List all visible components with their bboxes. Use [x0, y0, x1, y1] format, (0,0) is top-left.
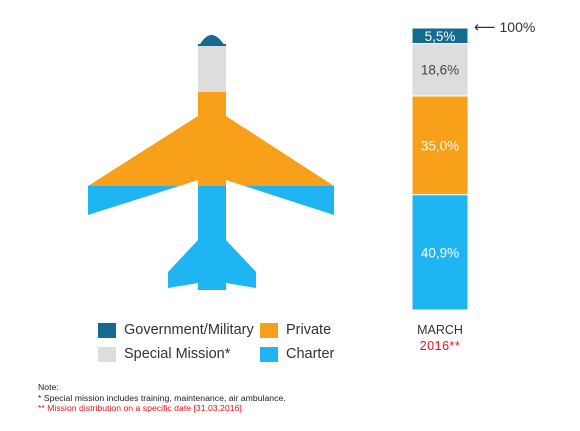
notes-line-date: ** Mission distribution on a specific da… [38, 403, 242, 413]
bar-segment-private [411, 95, 469, 196]
legend-label-special: Special Mission* [124, 346, 231, 362]
notes: Note: * Special mission includes trainin… [38, 382, 286, 414]
bar-label-private: 35,0% [421, 138, 459, 153]
legend-label-government: Government/Military [124, 322, 254, 338]
category-month: MARCH [417, 323, 463, 337]
legend-item-charter: Charter [260, 346, 334, 362]
bar-segment-government-military [411, 27, 469, 45]
notes-heading: Note: [38, 382, 59, 392]
bar-label-government-military: 5,5% [425, 29, 456, 44]
legend-swatch-charter [260, 346, 278, 362]
legend-label-charter: Charter [286, 346, 335, 362]
category-year: 2016** [419, 339, 461, 353]
left-arrow-icon: ⟵ [474, 19, 496, 36]
legend-swatch-special [98, 346, 116, 362]
legend-item-government: Government/Military [98, 322, 254, 338]
bar-segment-special-mission [411, 43, 469, 97]
legend-item-private: Private [260, 322, 331, 338]
legend-swatch-private [260, 322, 278, 338]
legend-label-private: Private [286, 322, 332, 338]
category-label: MARCH 2016** [390, 322, 490, 354]
plane-band-government [88, 35, 334, 46]
legend-swatch-government [98, 322, 116, 338]
total-marker: ⟵ 100% [474, 18, 535, 36]
bar-label-charter: 40,9% [421, 245, 459, 260]
legend-item-special: Special Mission* [98, 346, 230, 362]
legend: Government/Military Private Special Miss… [98, 322, 358, 368]
bar-segment-charter [411, 194, 469, 311]
total-label: 100% [499, 19, 536, 35]
bar-label-special-mission: 18,6% [421, 63, 459, 78]
notes-line-special: * Special mission includes training, mai… [38, 392, 286, 403]
